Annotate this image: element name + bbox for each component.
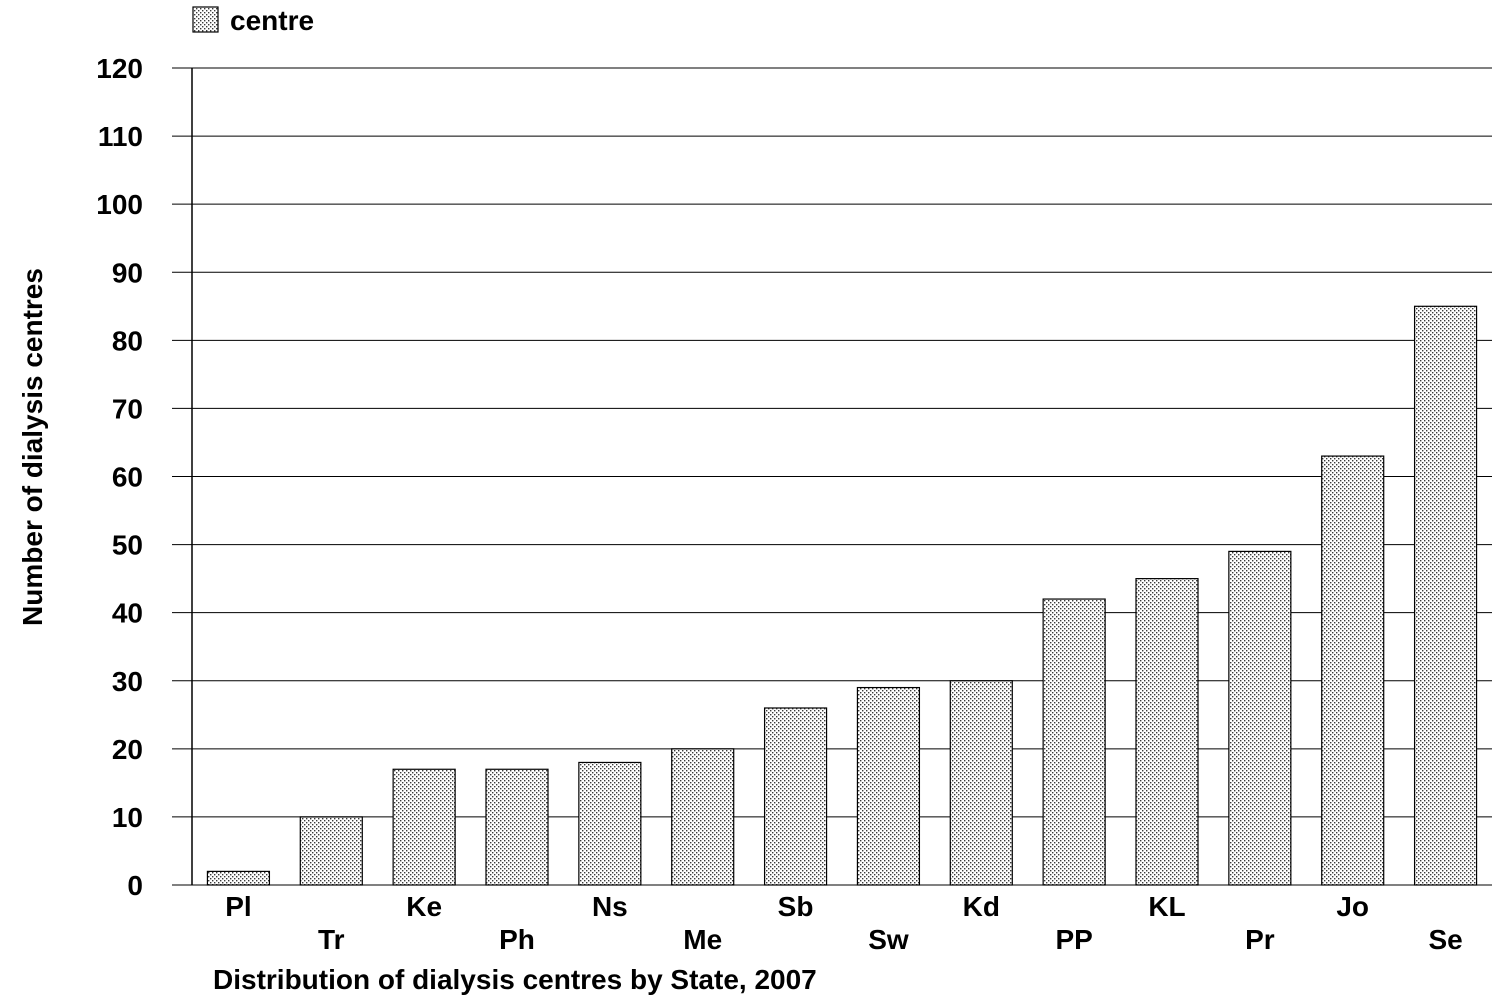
y-tick-label: 70 (112, 393, 143, 424)
bar-pp (1042, 598, 1106, 886)
bar-pl (206, 870, 271, 886)
x-category-label: Me (683, 924, 722, 955)
bar-kd (949, 680, 1013, 886)
x-category-label: KL (1148, 891, 1185, 922)
bars (206, 305, 1478, 886)
x-category-label: Kd (963, 891, 1000, 922)
bar-ke (392, 768, 456, 886)
bar-sb (763, 707, 828, 886)
x-category-label: PP (1055, 924, 1092, 955)
gridlines (172, 67, 1492, 886)
bar-jo (1321, 455, 1385, 886)
x-category-label: Pr (1245, 924, 1275, 955)
x-category-label: Se (1428, 924, 1462, 955)
y-tick-label: 0 (127, 870, 143, 901)
x-category-label: Tr (318, 924, 345, 955)
y-tick-label: 10 (112, 802, 143, 833)
y-tick-label: 110 (98, 121, 143, 152)
legend: centre (192, 5, 314, 36)
y-tick-labels: 0 10 20 30 40 50 60 70 80 90 100 110 120 (96, 53, 143, 901)
y-tick-label: 30 (112, 666, 143, 697)
x-category-label: Jo (1336, 891, 1369, 922)
bar-kl (1135, 578, 1199, 886)
bar-se (1413, 305, 1478, 886)
x-category-label: Ke (406, 891, 442, 922)
bar-ns (578, 761, 642, 886)
legend-swatch (192, 6, 219, 33)
bar-pr (1228, 550, 1292, 886)
x-category-label: Pl (225, 891, 251, 922)
x-category-label: Ph (499, 924, 535, 955)
x-axis-title: Distribution of dialysis centres by Stat… (213, 964, 817, 995)
y-tick-label: 40 (112, 598, 143, 629)
y-tick-label: 50 (112, 530, 143, 561)
x-category-labels: Pl Tr Ke Ph Ns Me Sb Sw Kd PP KL Pr Jo Se (225, 891, 1463, 955)
legend-label: centre (230, 5, 314, 36)
bar-tr (299, 816, 363, 886)
x-category-label: Sb (778, 891, 814, 922)
x-category-label: Sw (868, 924, 909, 955)
bar-sw (856, 686, 921, 886)
y-tick-label: 90 (112, 257, 143, 288)
x-category-label: Ns (592, 891, 628, 922)
y-tick-label: 20 (112, 734, 143, 765)
bar-ph (485, 768, 549, 886)
y-tick-label: 100 (96, 189, 143, 220)
y-axis-title: Number of dialysis centres (17, 268, 48, 626)
bar-me (671, 748, 735, 886)
y-tick-label: 80 (112, 325, 143, 356)
y-tick-label: 60 (112, 462, 143, 493)
y-tick-label: 120 (96, 53, 143, 84)
